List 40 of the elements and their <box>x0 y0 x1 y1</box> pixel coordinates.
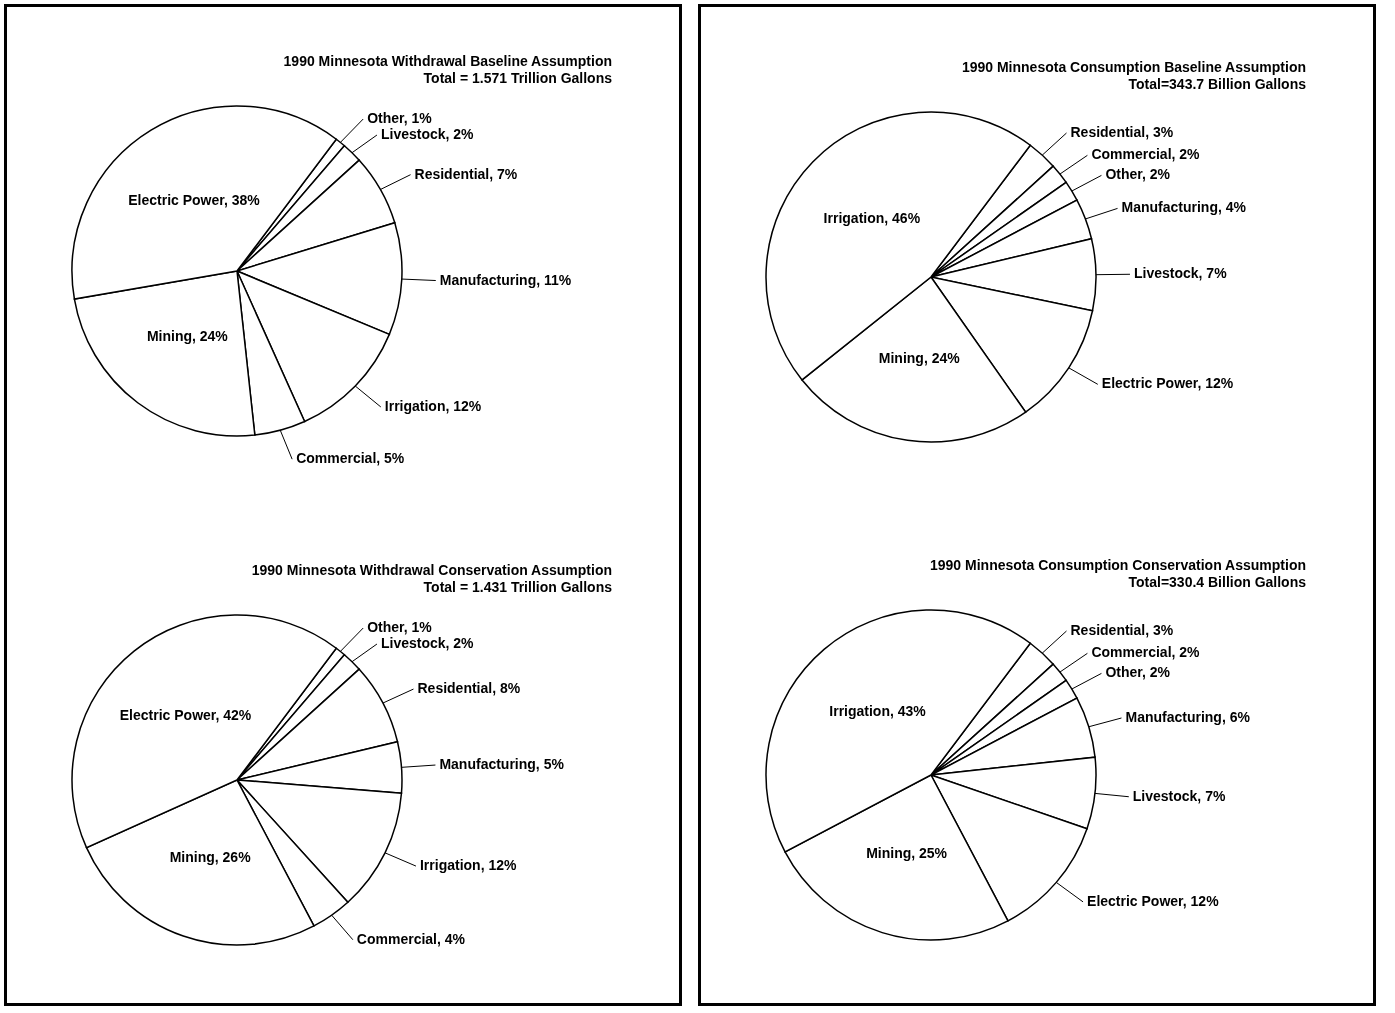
slice-label: Manufacturing, 5% <box>439 755 565 772</box>
chart-title: 1990 Minnesota Withdrawal Baseline Assumption <box>283 53 612 70</box>
slice-label: Other, 1% <box>367 618 433 635</box>
slice-label: Other, 2% <box>1105 165 1171 182</box>
slice-label: Residential, 8% <box>417 679 521 696</box>
slice-label: Irrigation, 46% <box>823 209 921 226</box>
slice-label: Livestock, 2% <box>380 634 475 651</box>
slice-label: Manufacturing, 4% <box>1121 198 1247 215</box>
slice-label: Mining, 26% <box>169 848 252 865</box>
slice-label: Mining, 24% <box>146 328 229 345</box>
slice-label: Livestock, 2% <box>380 126 475 143</box>
chart-title: 1990 Minnesota Withdrawal Conservation Assumption <box>251 561 612 578</box>
slice-label: Irrigation, 43% <box>829 702 927 719</box>
slice-label: Mining, 25% <box>866 844 948 861</box>
slice-label: Electric Power, 12% <box>1087 892 1220 909</box>
slice-label: Manufacturing, 11% <box>439 271 572 288</box>
slice-label: Irrigation, 12% <box>419 856 517 873</box>
chart-title: 1990 Minnesota Consumption Conservation Assumption <box>930 556 1306 573</box>
slice-label: Livestock, 7% <box>1132 787 1226 804</box>
slice-label: Electric Power, 42% <box>119 706 252 723</box>
slice-label: Commercial, 4% <box>356 930 466 947</box>
chart-title: 1990 Minnesota Consumption Baseline Assumption <box>961 58 1306 75</box>
slice-label: Commercial, 2% <box>1091 643 1201 660</box>
chart-subtitle: Total = 1.571 Trillion Gallons <box>423 70 613 87</box>
slice-label: Other, 1% <box>367 110 433 127</box>
slice-label: Commercial, 5% <box>296 450 405 467</box>
slice-label: Irrigation, 12% <box>384 398 482 415</box>
slice-label: Mining, 24% <box>878 349 961 366</box>
slice-label: Manufacturing, 6% <box>1125 708 1251 725</box>
slice-label: Commercial, 2% <box>1091 145 1201 162</box>
chart-subtitle: Total=343.7 Billion Gallons <box>1128 75 1307 92</box>
slice-label: Other, 2% <box>1105 663 1171 680</box>
slice-label: Livestock, 7% <box>1133 264 1228 281</box>
slice-label: Electric Power, 38% <box>128 191 261 208</box>
slice-label: Residential, 3% <box>1070 123 1174 140</box>
slice-label: Residential, 3% <box>1070 621 1174 638</box>
slice-label: Electric Power, 12% <box>1101 374 1234 391</box>
slice-label: Residential, 7% <box>414 165 518 182</box>
chart-subtitle: Total = 1.431 Trillion Gallons <box>423 578 613 595</box>
chart-subtitle: Total=330.4 Billion Gallons <box>1128 573 1307 590</box>
